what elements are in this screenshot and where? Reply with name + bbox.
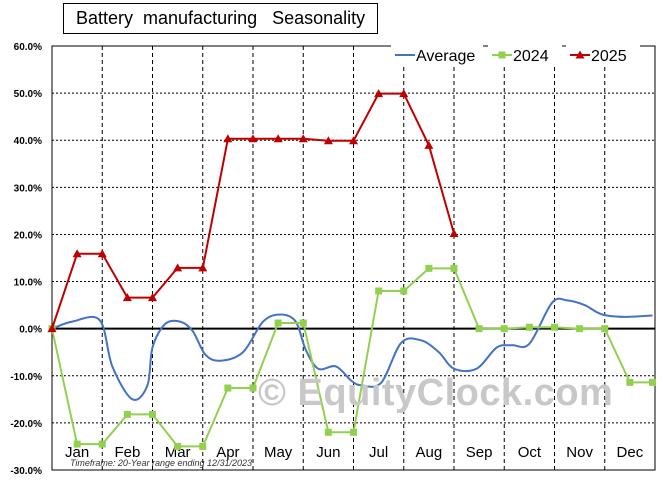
data-point-2024	[123, 410, 131, 418]
data-point-2025	[198, 263, 208, 272]
data-point-2025	[248, 134, 258, 143]
x-tick-label: Jan	[65, 444, 89, 461]
data-point-2024	[98, 440, 106, 448]
data-point-2025	[399, 89, 409, 98]
data-point-2025	[298, 134, 308, 143]
x-tick-label: May	[264, 444, 293, 461]
y-tick-label: 60.0%	[14, 42, 42, 53]
legend-background	[488, 44, 562, 66]
data-point-2024	[576, 325, 584, 333]
y-tick-label: -10.0%	[10, 372, 42, 383]
data-point-2024	[551, 323, 558, 331]
data-point-2024	[500, 325, 508, 333]
x-tick-label: Sep	[466, 444, 493, 461]
data-point-2024	[324, 428, 332, 436]
data-point-2024	[601, 325, 609, 333]
data-point-2025	[47, 324, 57, 333]
x-tick-label: Jun	[316, 444, 340, 461]
data-point-2024	[626, 378, 634, 386]
data-point-2024	[224, 384, 232, 392]
data-point-2024	[274, 319, 282, 327]
legend-background	[566, 44, 640, 66]
watermark: © EquityClock.com	[258, 372, 614, 414]
data-point-2024	[400, 287, 408, 295]
data-point-2025	[424, 140, 434, 149]
x-tick-label: Feb	[114, 444, 140, 461]
y-tick-label: -20.0%	[10, 419, 42, 430]
y-tick-label: -30.0%	[10, 466, 42, 477]
x-tick-label: Dec	[617, 444, 644, 461]
data-point-2025	[273, 134, 283, 143]
x-tick-label: Apr	[216, 444, 239, 461]
grid-layer	[51, 45, 656, 471]
y-tick-label: 20.0%	[14, 230, 42, 241]
axis-layer: 60.0% 50.0% 40.0% 30.0% 20.0% 10.0% 0.0% -10.0%…	[10, 42, 655, 477]
data-point-2024	[199, 442, 207, 450]
y-tick-label: 40.0%	[14, 136, 42, 147]
data-point-2024	[249, 384, 257, 392]
data-point-2024	[299, 319, 307, 327]
x-tick-label: Oct	[518, 444, 542, 461]
y-tick-label: 0.0%	[19, 325, 42, 336]
data-point-2024	[450, 264, 458, 272]
data-point-2024	[475, 325, 483, 333]
data-point-2024	[149, 410, 156, 418]
x-tick-label: Aug	[416, 444, 443, 461]
series-line-average	[51, 297, 653, 401]
data-point-2024	[73, 440, 81, 448]
data-point-2024	[375, 287, 383, 295]
data-point-2025	[122, 293, 132, 302]
data-point-2025	[449, 229, 459, 238]
legend-label-2025: 2025	[591, 48, 627, 65]
data-point-2025	[349, 136, 358, 145]
data-point-2025	[374, 89, 384, 98]
data-point-2024	[425, 264, 433, 272]
data-point-2025	[223, 134, 233, 143]
x-tick-label: Mar	[165, 444, 191, 461]
legend-marker-2024	[498, 51, 506, 59]
data-point-2025	[323, 136, 333, 145]
legend-label-2024: 2024	[513, 48, 549, 65]
legend-marker-2025	[575, 50, 585, 59]
data-point-2024	[350, 428, 357, 436]
data-point-2025	[148, 293, 157, 302]
legend: Average 2024 2025	[391, 44, 640, 66]
data-point-2025	[173, 263, 183, 272]
series-layer	[47, 89, 656, 450]
data-point-2024	[648, 378, 656, 386]
timeframe-note: Timeframe: 20-Year range ending 12/31/20…	[70, 458, 253, 468]
data-point-2024	[525, 323, 533, 331]
data-point-2025	[72, 249, 82, 258]
legend-label-average: Average	[416, 48, 475, 65]
legend-background	[391, 44, 483, 66]
y-tick-label: 50.0%	[14, 89, 42, 100]
x-tick-label: Nov	[566, 444, 593, 461]
chart-title: Battery manufacturing Seasonality	[63, 3, 379, 34]
x-tick-label: Jul	[369, 444, 388, 461]
data-point-2025	[97, 249, 107, 258]
data-point-2024	[174, 442, 182, 450]
y-tick-label: 10.0%	[14, 278, 42, 289]
y-tick-label: 30.0%	[14, 183, 42, 194]
